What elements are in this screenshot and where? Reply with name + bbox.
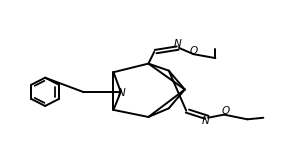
Text: N: N (202, 116, 210, 126)
Text: O: O (221, 106, 229, 116)
Text: N: N (118, 88, 125, 98)
Text: O: O (190, 46, 198, 56)
Text: N: N (174, 39, 181, 49)
